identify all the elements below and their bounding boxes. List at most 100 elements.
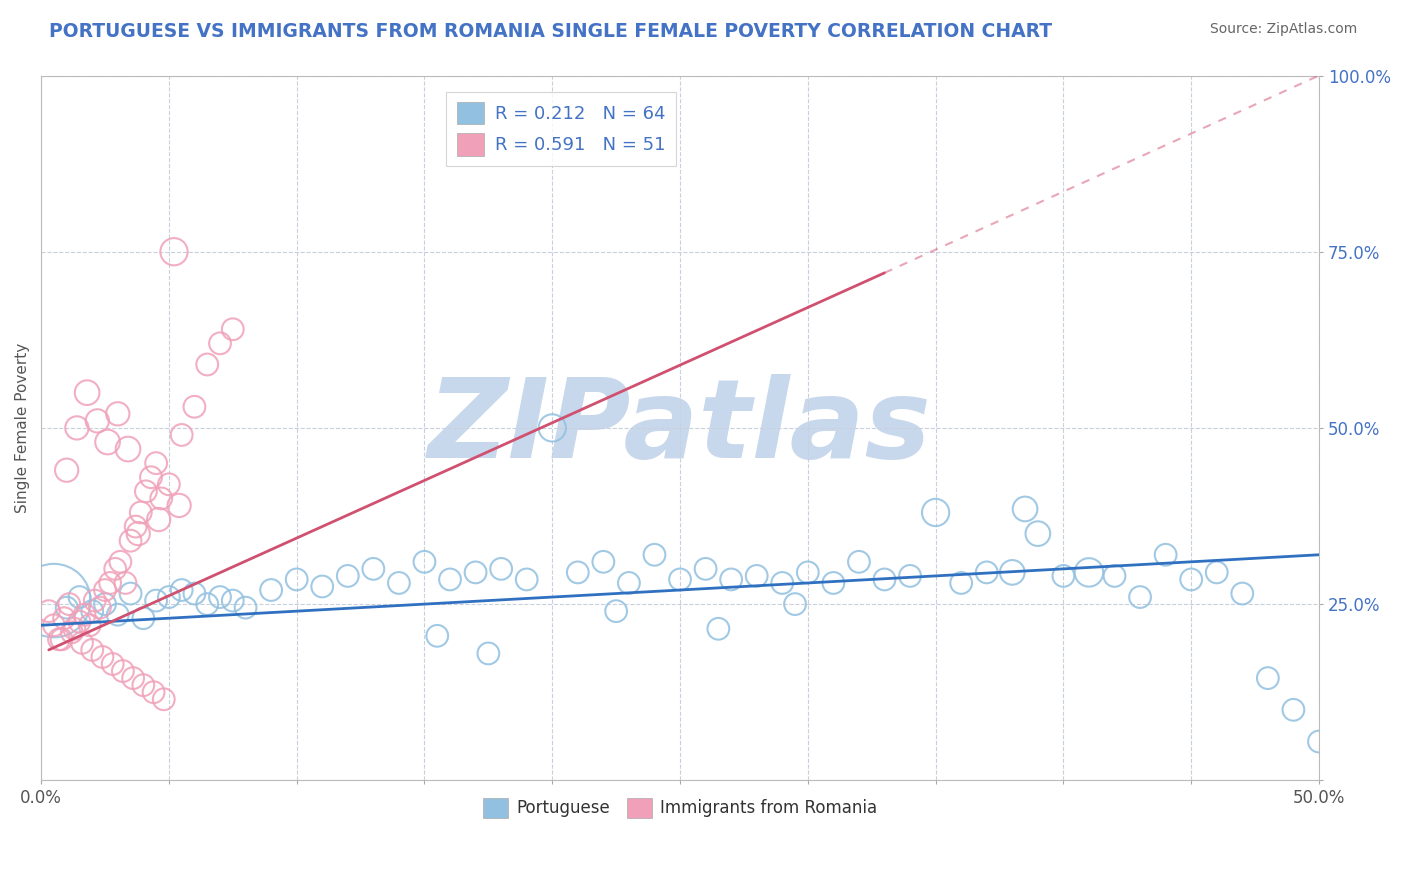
Point: [152, 692, 174, 706]
Point: [464, 566, 486, 580]
Point: [83, 593, 105, 607]
Point: [139, 470, 162, 484]
Point: [107, 607, 129, 622]
Point: [157, 477, 180, 491]
Point: [82, 604, 104, 618]
Point: [388, 576, 411, 591]
Point: [605, 604, 627, 618]
Point: [426, 629, 449, 643]
Point: [42, 593, 65, 607]
Point: [101, 657, 124, 671]
Point: [260, 582, 283, 597]
Point: [235, 600, 257, 615]
Point: [1078, 566, 1101, 580]
Point: [132, 611, 155, 625]
Point: [669, 573, 692, 587]
Point: [516, 573, 538, 587]
Point: [363, 562, 385, 576]
Point: [104, 562, 127, 576]
Point: [222, 322, 245, 336]
Point: [1257, 671, 1279, 685]
Point: [145, 593, 167, 607]
Point: [797, 566, 820, 580]
Point: [285, 573, 308, 587]
Point: [592, 555, 614, 569]
Point: [120, 586, 142, 600]
Point: [53, 611, 76, 625]
Point: [58, 597, 80, 611]
Point: [132, 678, 155, 692]
Point: [73, 607, 96, 622]
Point: [695, 562, 717, 576]
Point: [848, 555, 870, 569]
Point: [150, 491, 173, 506]
Point: [311, 579, 333, 593]
Point: [48, 632, 70, 647]
Point: [489, 562, 512, 576]
Point: [336, 569, 359, 583]
Point: [1205, 566, 1227, 580]
Point: [124, 519, 146, 533]
Point: [195, 358, 218, 372]
Point: [94, 597, 117, 611]
Point: [117, 442, 139, 456]
Point: [127, 526, 149, 541]
Point: [145, 456, 167, 470]
Point: [163, 244, 186, 259]
Point: [86, 414, 108, 428]
Point: [1180, 573, 1202, 587]
Point: [82, 643, 104, 657]
Point: [1104, 569, 1126, 583]
Point: [720, 573, 742, 587]
Point: [1129, 590, 1152, 604]
Point: [170, 582, 193, 597]
Point: [69, 590, 91, 604]
Point: [976, 566, 998, 580]
Point: [79, 618, 101, 632]
Point: [157, 590, 180, 604]
Point: [114, 576, 136, 591]
Point: [51, 632, 73, 647]
Point: [1052, 569, 1074, 583]
Point: [142, 685, 165, 699]
Point: [1232, 586, 1254, 600]
Text: Source: ZipAtlas.com: Source: ZipAtlas.com: [1209, 22, 1357, 37]
Point: [617, 576, 640, 591]
Point: [89, 600, 111, 615]
Point: [477, 647, 499, 661]
Legend: Portuguese, Immigrants from Romania: Portuguese, Immigrants from Romania: [477, 791, 884, 825]
Point: [55, 463, 77, 477]
Point: [111, 664, 134, 678]
Point: [1001, 566, 1024, 580]
Point: [107, 407, 129, 421]
Point: [1154, 548, 1177, 562]
Point: [70, 636, 93, 650]
Point: [122, 671, 145, 685]
Point: [208, 336, 231, 351]
Point: [873, 573, 896, 587]
Point: [76, 385, 98, 400]
Point: [42, 618, 65, 632]
Point: [783, 597, 806, 611]
Point: [167, 499, 190, 513]
Point: [567, 566, 589, 580]
Point: [770, 576, 793, 591]
Point: [541, 421, 564, 435]
Text: ZIPatlas: ZIPatlas: [429, 375, 932, 482]
Y-axis label: Single Female Poverty: Single Female Poverty: [15, 343, 30, 513]
Point: [66, 421, 89, 435]
Point: [643, 548, 665, 562]
Point: [60, 625, 83, 640]
Point: [55, 600, 77, 615]
Point: [898, 569, 921, 583]
Point: [1014, 502, 1036, 516]
Point: [98, 576, 121, 591]
Point: [69, 615, 91, 629]
Point: [97, 435, 120, 450]
Point: [120, 533, 142, 548]
Point: [950, 576, 973, 591]
Point: [924, 506, 946, 520]
Point: [91, 650, 114, 665]
Point: [38, 604, 60, 618]
Point: [195, 597, 218, 611]
